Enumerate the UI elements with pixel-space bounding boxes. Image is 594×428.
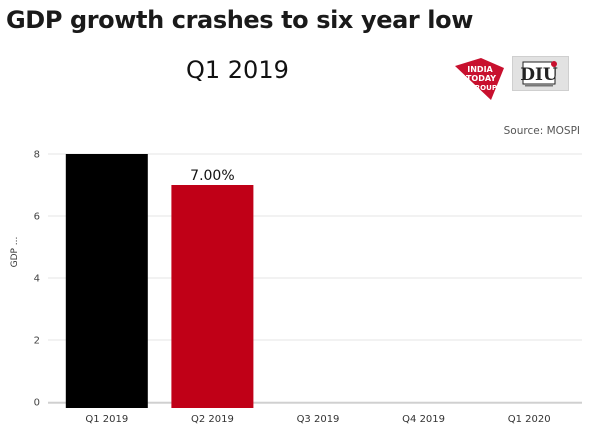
india-today-logo-shape bbox=[455, 58, 504, 100]
x-tick-label: Q2 2019 bbox=[191, 414, 234, 425]
x-tick-label: Q4 2019 bbox=[402, 414, 445, 425]
logo-line-1: INDIA bbox=[467, 65, 493, 74]
chart-title: GDP growth crashes to six year low bbox=[6, 6, 473, 34]
diu-logo-text: DIU bbox=[520, 65, 558, 85]
y-axis-ticks: 0 2 4 6 8 bbox=[34, 150, 40, 409]
y-tick-label: 0 bbox=[34, 398, 40, 409]
gdp-bar-chart: 7.00% 0 2 4 6 8 Q1 2019 Q2 2019 Q3 2019 Q4 2019… bbox=[10, 150, 582, 425]
india-today-group-logo: INDIA TODAY GROUP bbox=[455, 58, 504, 100]
x-axis-ticks: Q1 2019 Q2 2019 Q3 2019 Q4 2019 Q1 2020 bbox=[85, 414, 550, 425]
chart-subtitle: Q1 2019 bbox=[186, 56, 289, 84]
y-tick-label: 8 bbox=[34, 150, 40, 161]
diu-logo: DIU bbox=[512, 56, 569, 91]
bars bbox=[65, 154, 254, 408]
y-tick-label: 6 bbox=[34, 212, 40, 223]
source-note: Source: MOSPI bbox=[503, 125, 580, 137]
logo-line-3: GROUP bbox=[469, 84, 497, 92]
bar bbox=[65, 154, 148, 408]
y-tick-label: 4 bbox=[34, 274, 40, 285]
data-labels: 7.00% bbox=[190, 168, 234, 184]
y-tick-label: 2 bbox=[34, 336, 40, 347]
y-axis-label: GDP ... bbox=[10, 237, 20, 268]
x-tick-label: Q1 2020 bbox=[508, 414, 551, 425]
logo-line-2: TODAY bbox=[466, 74, 496, 83]
x-tick-label: Q3 2019 bbox=[297, 414, 340, 425]
data-label: 7.00% bbox=[190, 168, 234, 184]
x-tick-label: Q1 2019 bbox=[85, 414, 128, 425]
bar bbox=[171, 185, 254, 408]
